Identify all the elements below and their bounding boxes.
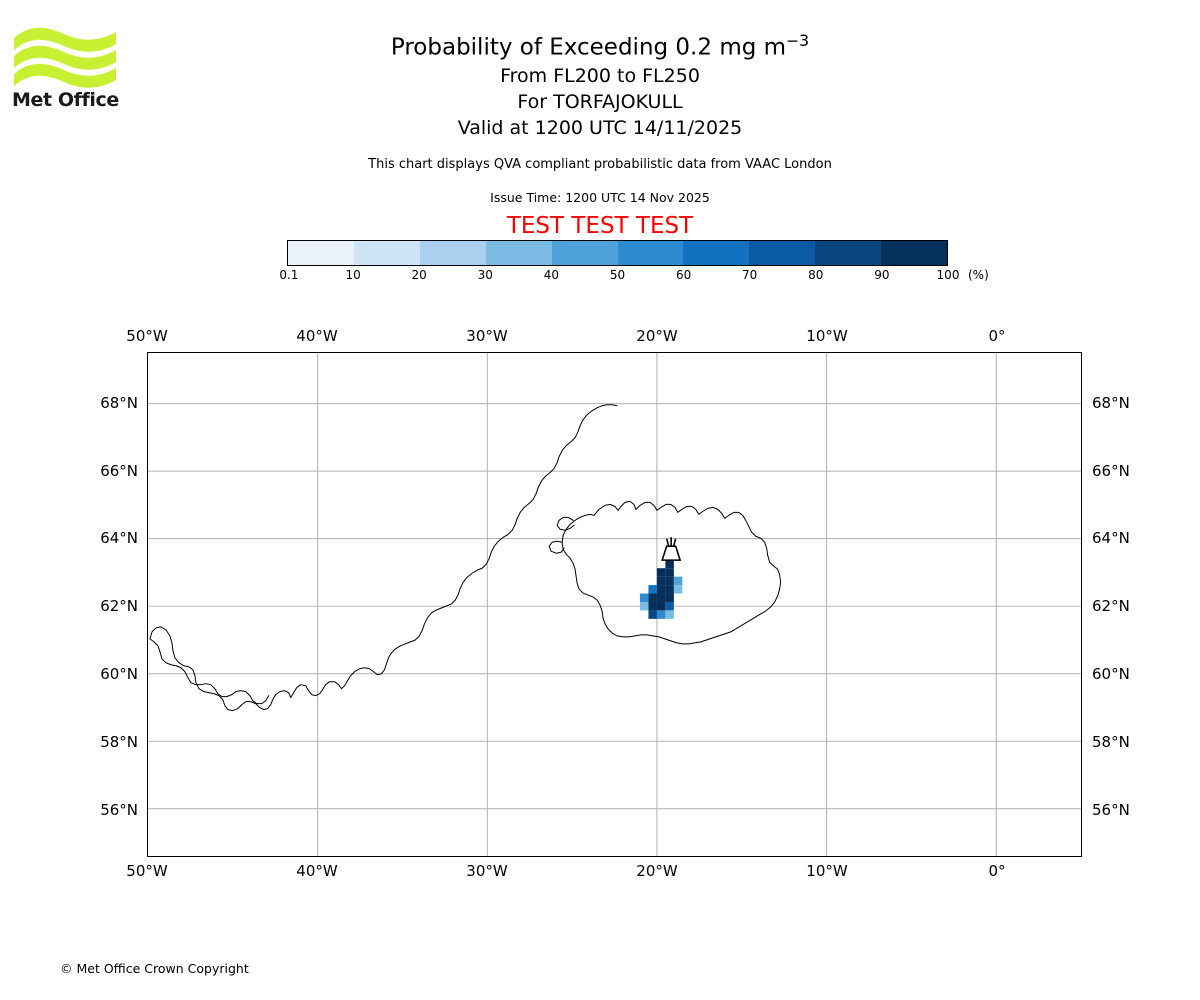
volcano-cone xyxy=(661,545,682,561)
ash-cell xyxy=(656,576,666,586)
colorbar-tick-labels: 0.1 10 20 30 40 50 60 70 80 90 100 xyxy=(279,268,959,284)
probability-colorbar xyxy=(287,240,948,266)
ash-probability-map[interactable] xyxy=(147,352,1082,857)
colorbar-band-4 xyxy=(551,241,618,265)
ash-cell xyxy=(648,585,657,594)
coastline-layer xyxy=(149,404,782,712)
ash-cell xyxy=(665,585,674,594)
lat-tick-label-left: 62°N xyxy=(100,597,138,616)
ash-cell xyxy=(665,559,674,569)
met-office-waves-icon xyxy=(14,27,116,88)
lat-tick-label-right: 60°N xyxy=(1092,664,1130,683)
lon-tick-label: 10°W xyxy=(806,862,848,880)
lat-tick-label-right: 58°N xyxy=(1092,732,1130,751)
lon-tick-label: 30°W xyxy=(466,862,508,880)
colorbar-tick-80: 80 xyxy=(808,268,824,282)
issue-time: Issue Time: 1200 UTC 14 Nov 2025 xyxy=(490,190,710,205)
page-title: Probability of Exceeding 0.2 mg m−3 xyxy=(0,26,1200,63)
lon-tick-label: 30°W xyxy=(466,327,508,345)
met-office-logo-text: Met Office xyxy=(12,89,119,111)
lat-tick-label-right: 68°N xyxy=(1092,393,1130,412)
flight-level-line: From FL200 to FL250 xyxy=(500,64,700,87)
colorbar-tick-10: 10 xyxy=(345,268,361,282)
colorbar-bands xyxy=(287,240,948,266)
colorbar-tick-50: 50 xyxy=(609,268,626,282)
colorbar-band-2 xyxy=(419,241,486,265)
lon-tick-label: 40°W xyxy=(296,327,338,345)
ash-cell xyxy=(656,601,666,611)
ash-probability-cells xyxy=(639,551,683,619)
ash-cell xyxy=(656,585,666,594)
colorbar-tick-60: 60 xyxy=(675,268,692,282)
colorbar-band-5 xyxy=(617,241,684,265)
ash-cell xyxy=(656,610,666,619)
lon-tick-label: 20°W xyxy=(636,327,678,345)
colorbar-tick-30: 30 xyxy=(477,268,493,282)
volcano-marker-icon xyxy=(661,537,682,561)
ash-cell xyxy=(673,585,683,594)
lat-tick-label-left: 56°N xyxy=(100,800,138,819)
ash-cell xyxy=(639,601,649,611)
ash-cell xyxy=(656,568,666,577)
ash-cell xyxy=(665,601,674,611)
colorbar-band-3 xyxy=(485,241,552,265)
lon-tick-label: 0° xyxy=(988,327,1006,345)
lon-tick-label: 40°W xyxy=(296,862,338,880)
lon-tick-label: 0° xyxy=(988,862,1006,880)
lon-tick-label: 20°W xyxy=(636,862,678,880)
colorbar-band-9 xyxy=(881,241,948,265)
colorbar-unit-label: (%) xyxy=(968,268,989,282)
ash-cell xyxy=(665,593,674,602)
colorbar-band-0 xyxy=(288,241,354,265)
volcano-plume-line-0 xyxy=(665,538,670,547)
colorbar-tick-70: 70 xyxy=(742,268,758,282)
colorbar-band-1 xyxy=(353,241,420,265)
chart-title-block: Probability of Exceeding 0.2 mg m−3 From… xyxy=(0,26,1200,141)
colorbar-tick-20: 20 xyxy=(411,268,427,282)
colorbar-tick-100: 100 xyxy=(936,268,960,282)
page-title-exponent: −3 xyxy=(786,31,810,50)
ash-cell xyxy=(648,593,657,602)
lat-tick-label-left: 60°N xyxy=(100,664,138,683)
lat-tick-label-left: 68°N xyxy=(100,393,138,412)
page-title-text: Probability of Exceeding 0.2 mg m xyxy=(390,34,787,61)
map-gridlines xyxy=(148,353,1081,856)
ash-cell xyxy=(648,601,657,611)
lat-tick-label-left: 66°N xyxy=(100,461,138,480)
colorbar-tick-0.1: 0.1 xyxy=(279,268,299,282)
colorbar-band-8 xyxy=(815,241,882,265)
ash-cell xyxy=(665,610,674,619)
lon-tick-label: 50°W xyxy=(126,327,168,345)
test-banner: TEST TEST TEST xyxy=(506,213,694,239)
colorbar-tick-40: 40 xyxy=(543,268,560,282)
lat-tick-label-left: 64°N xyxy=(100,529,138,548)
ash-cell xyxy=(639,593,649,602)
qva-note: This chart displays QVA compliant probab… xyxy=(368,157,832,172)
valid-time-line: Valid at 1200 UTC 14/11/2025 xyxy=(457,116,743,139)
ash-cell xyxy=(656,593,666,602)
colorbar-band-7 xyxy=(749,241,816,265)
lon-tick-label: 50°W xyxy=(126,862,168,880)
volcano-name-line: For TORFAJOKULL xyxy=(517,90,683,113)
ash-cell xyxy=(673,576,683,586)
copyright-notice: © Met Office Crown Copyright xyxy=(60,961,249,976)
ash-cell xyxy=(648,610,657,619)
lat-tick-label-right: 56°N xyxy=(1092,800,1130,819)
ash-cell xyxy=(665,568,674,577)
ash-cell xyxy=(665,576,674,586)
colorbar-band-6 xyxy=(683,241,750,265)
lat-tick-label-right: 66°N xyxy=(1092,461,1130,480)
lat-tick-label-right: 62°N xyxy=(1092,597,1130,616)
lon-tick-label: 10°W xyxy=(806,327,848,345)
volcano-plume-line-2 xyxy=(672,538,677,547)
colorbar-tick-90: 90 xyxy=(874,268,890,282)
met-office-logo xyxy=(12,22,122,117)
lat-tick-label-left: 58°N xyxy=(100,732,138,751)
lat-tick-label-right: 64°N xyxy=(1092,529,1130,548)
